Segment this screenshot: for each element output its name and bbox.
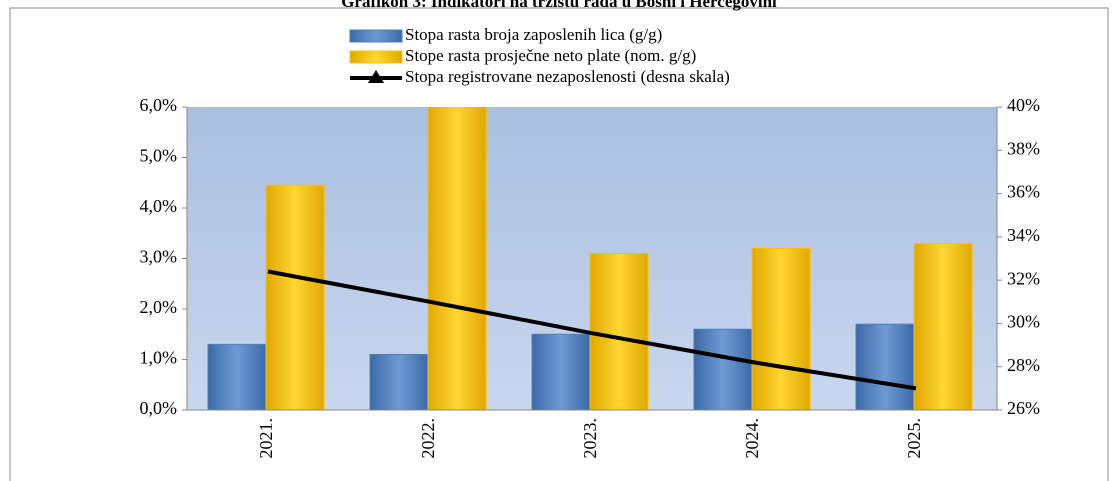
legend-label: Stopa rasta broja zaposlenih lica (g/g) xyxy=(405,25,662,44)
bar xyxy=(751,247,811,410)
bar xyxy=(369,353,429,410)
x-tick-label: 2022. xyxy=(418,418,438,459)
bar xyxy=(531,333,591,410)
y2-tick-label: 30% xyxy=(1007,312,1040,332)
legend-swatch xyxy=(349,29,403,43)
bar xyxy=(855,323,915,410)
chart-title: Grafikon 3: Indikatori na tržištu rada u… xyxy=(341,0,777,11)
x-tick-label: 2025. xyxy=(904,418,924,459)
y2-tick-label: 40% xyxy=(1007,95,1040,115)
y-tick-label: 4,0% xyxy=(140,196,178,216)
y-tick-label: 6,0% xyxy=(140,95,178,115)
y2-tick-label: 34% xyxy=(1007,225,1040,245)
bar xyxy=(693,328,753,410)
y2-tick-label: 32% xyxy=(1007,268,1040,288)
bar xyxy=(427,107,487,410)
legend-marker xyxy=(368,70,384,83)
bar xyxy=(589,252,649,410)
y2-tick-label: 38% xyxy=(1007,138,1040,158)
legend-label: Stope rasta prosječne neto plate (nom. g… xyxy=(405,46,696,65)
y2-tick-label: 36% xyxy=(1007,182,1040,202)
bar xyxy=(265,184,325,410)
line xyxy=(267,269,917,391)
y-tick-label: 2,0% xyxy=(140,297,178,317)
bar xyxy=(207,343,267,410)
y-tick-label: 1,0% xyxy=(140,348,178,368)
x-tick-label: 2024. xyxy=(742,418,762,459)
y-tick-label: 3,0% xyxy=(140,247,178,267)
y-tick-label: 0,0% xyxy=(140,398,178,418)
x-tick-label: 2023. xyxy=(580,418,600,459)
x-tick-label: 2021. xyxy=(256,418,276,459)
y2-tick-label: 28% xyxy=(1007,355,1040,375)
legend-label: Stopa registrovane nezaposlenosti (desna… xyxy=(405,67,730,86)
bar xyxy=(913,242,973,410)
legend-swatch xyxy=(349,50,403,64)
y2-tick-label: 26% xyxy=(1007,398,1040,418)
y-tick-label: 5,0% xyxy=(140,146,178,166)
